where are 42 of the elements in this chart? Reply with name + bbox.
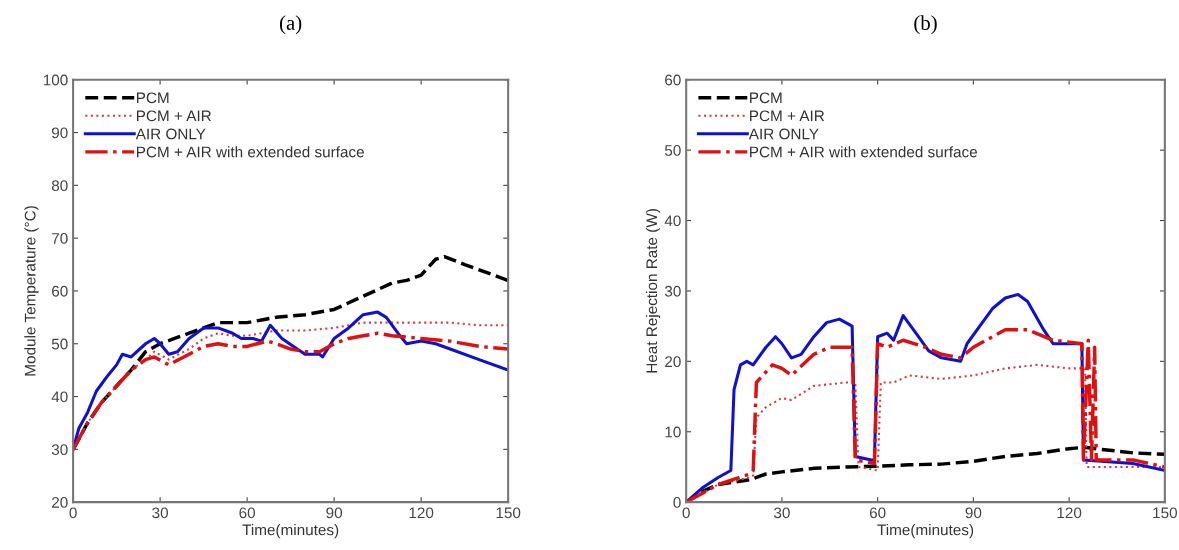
y-tick-label: 20 <box>52 497 68 508</box>
x-axis-title: Time(minutes) <box>877 524 974 539</box>
x-tick-label: 30 <box>774 507 790 519</box>
y-tick-label: 70 <box>52 233 68 244</box>
x-axis-title: Time(minutes) <box>242 524 339 539</box>
x-tick-label: 0 <box>682 507 690 519</box>
legend-label: AIR ONLY <box>135 128 206 140</box>
x-tick-label: 120 <box>1057 507 1082 519</box>
y-axis-title: Module Temperature (°C) <box>24 206 39 376</box>
y-tick-label: 40 <box>51 391 68 403</box>
y-tick-label: 30 <box>51 444 68 456</box>
x-tick-label: 60 <box>239 507 256 519</box>
y-tick-label: 60 <box>52 285 68 297</box>
x-tick-label: 150 <box>1153 507 1177 519</box>
x-tick-label: 150 <box>496 507 521 519</box>
y-axis-title: Heat Rejection Rate (W) <box>645 209 661 373</box>
legend-label: PCM + AIR with extended surface <box>750 146 977 158</box>
y-tick-label: 50 <box>51 338 68 350</box>
x-tick-label: 30 <box>152 507 169 519</box>
chart-title: (b) <box>914 15 937 35</box>
y-tick-label: 60 <box>665 74 681 86</box>
x-tick-label: 90 <box>326 507 343 519</box>
y-tick-label: 90 <box>51 127 68 139</box>
chart-title: (a) <box>279 15 302 35</box>
x-tick-label: 90 <box>965 507 982 519</box>
legend-label: PCM + AIR with extended surface <box>136 146 364 158</box>
y-tick-label: 20 <box>665 356 681 368</box>
y-tick-label: 30 <box>664 285 681 297</box>
legend-label: PCM <box>750 92 782 104</box>
y-tick-label: 80 <box>51 180 68 192</box>
y-tick-label: 0 <box>673 497 681 508</box>
legend-label: AIR ONLY <box>748 128 819 140</box>
legend-label: PCM + AIR <box>136 110 212 122</box>
x-tick-label: 120 <box>409 507 434 519</box>
y-tick-label: 50 <box>664 145 681 156</box>
x-tick-label: 0 <box>69 507 77 519</box>
y-tick-label: 100 <box>43 74 68 86</box>
legend-label: PCM + AIR <box>750 110 825 122</box>
y-tick-label: 10 <box>665 426 681 438</box>
y-tick-label: 40 <box>664 215 681 227</box>
x-tick-label: 60 <box>869 507 886 519</box>
legend-label: PCM <box>136 92 169 104</box>
